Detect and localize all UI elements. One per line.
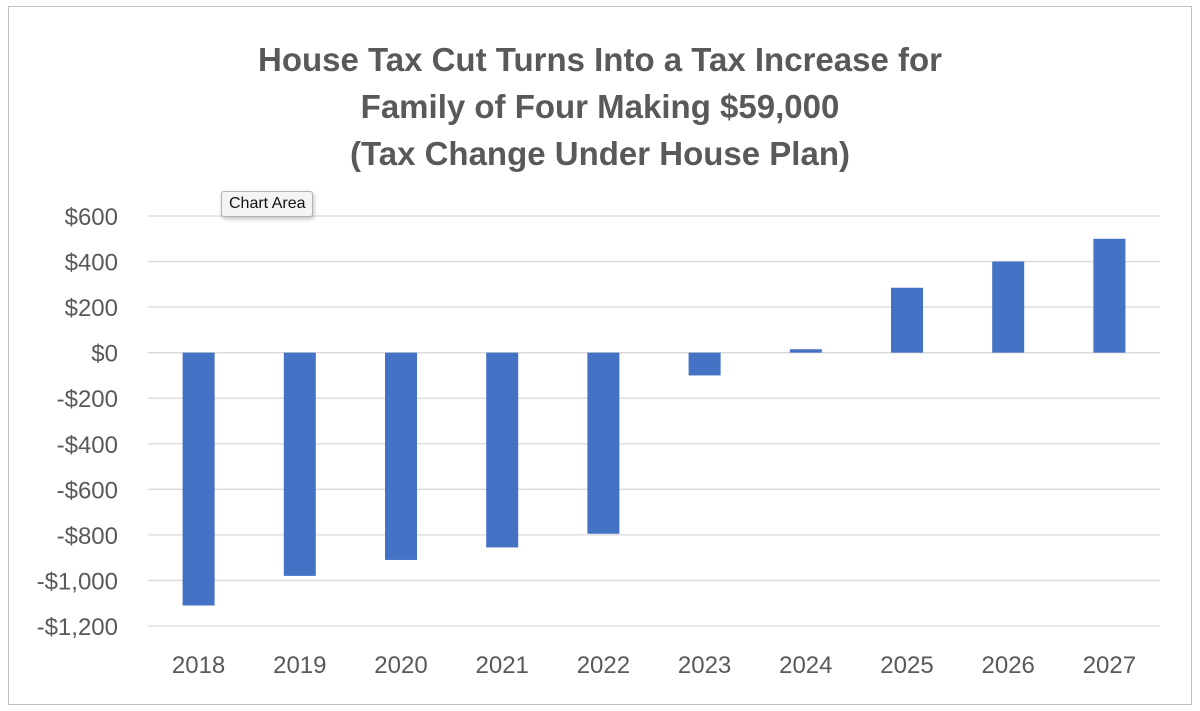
bar-2019[interactable]	[283, 352, 316, 576]
y-tick-label: $200	[65, 295, 118, 322]
bar-2021[interactable]	[486, 352, 519, 548]
bar-2018[interactable]	[182, 352, 215, 606]
y-tick-label: -$400	[57, 432, 118, 459]
x-tick-label: 2019	[273, 652, 326, 679]
y-tick-label: -$600	[57, 477, 118, 504]
y-tick-label: $400	[65, 250, 118, 277]
bar-2022[interactable]	[587, 352, 620, 534]
bar-2025[interactable]	[891, 287, 923, 353]
chart-title: House Tax Cut Turns Into a Tax Increase …	[0, 36, 1200, 177]
y-tick-label: -$1,000	[37, 568, 118, 595]
bar-2023[interactable]	[688, 352, 721, 376]
x-tick-label: 2027	[1083, 652, 1136, 679]
bar-2027[interactable]	[1093, 238, 1126, 353]
x-tick-label: 2021	[476, 652, 529, 679]
y-tick-label: -$1,200	[37, 614, 118, 641]
x-tick-label: 2022	[577, 652, 630, 679]
chart-title-line-2: Family of Four Making $59,000	[360, 88, 840, 125]
bar-2020[interactable]	[385, 352, 417, 560]
x-tick-label: 2025	[880, 652, 933, 679]
x-tick-label: 2023	[678, 652, 731, 679]
chart-title-line-1: House Tax Cut Turns Into a Tax Increase …	[258, 41, 942, 78]
x-tick-label: 2020	[374, 652, 427, 679]
y-tick-label: $600	[65, 204, 118, 231]
x-tick-label: 2024	[779, 652, 832, 679]
x-tick-label: 2026	[982, 652, 1035, 679]
bar-2026[interactable]	[992, 261, 1025, 353]
x-tick-label: 2018	[172, 652, 225, 679]
y-tick-label: $0	[91, 341, 118, 368]
chart-area-tooltip: Chart Area	[221, 191, 314, 217]
bar-2024[interactable]	[789, 349, 822, 353]
y-tick-label: -$200	[57, 386, 118, 413]
y-tick-label: -$800	[57, 523, 118, 550]
chart-title-line-3: (Tax Change Under House Plan)	[350, 135, 850, 172]
